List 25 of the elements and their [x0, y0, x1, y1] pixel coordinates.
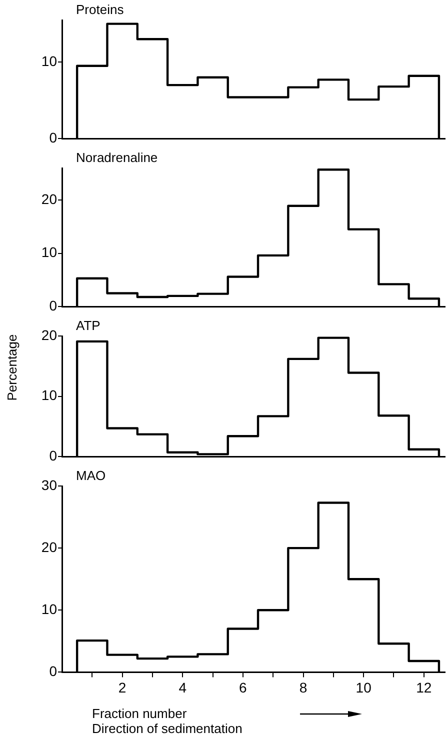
y-tick-label: 20 [41, 326, 58, 343]
chart-title: MAO [76, 468, 106, 484]
x-tick-label: 6 [239, 679, 248, 696]
y-tick-label: 0 [49, 297, 58, 314]
y-tick-label: 10 [41, 600, 58, 617]
x-tick-label: 12 [416, 679, 432, 696]
y-axis-title: Percentage [4, 333, 20, 403]
y-tick-label: 10 [41, 244, 58, 260]
y-tick-label: 20 [41, 190, 58, 207]
x-tick-label: 2 [118, 679, 126, 696]
y-tick-label: 0 [49, 129, 58, 146]
x-tick-label: 8 [299, 679, 308, 696]
chart-title: Proteins [76, 2, 124, 18]
x-axis-title: Fraction number [92, 706, 187, 721]
chart-title: ATP [76, 318, 100, 334]
y-tick-label: 0 [49, 663, 58, 680]
text: Direction of sedimentation [92, 721, 242, 736]
y-tick-label: 10 [41, 52, 58, 69]
x-tick-label: 4 [178, 679, 187, 696]
y-tick-label: 20 [41, 538, 58, 555]
x-tick-label: 10 [356, 679, 372, 696]
y-tick-label: 0 [49, 447, 58, 464]
chart-title: Noradrenaline [76, 150, 158, 166]
y-tick-label: 10 [41, 387, 58, 404]
y-tick-label: 30 [41, 476, 58, 493]
